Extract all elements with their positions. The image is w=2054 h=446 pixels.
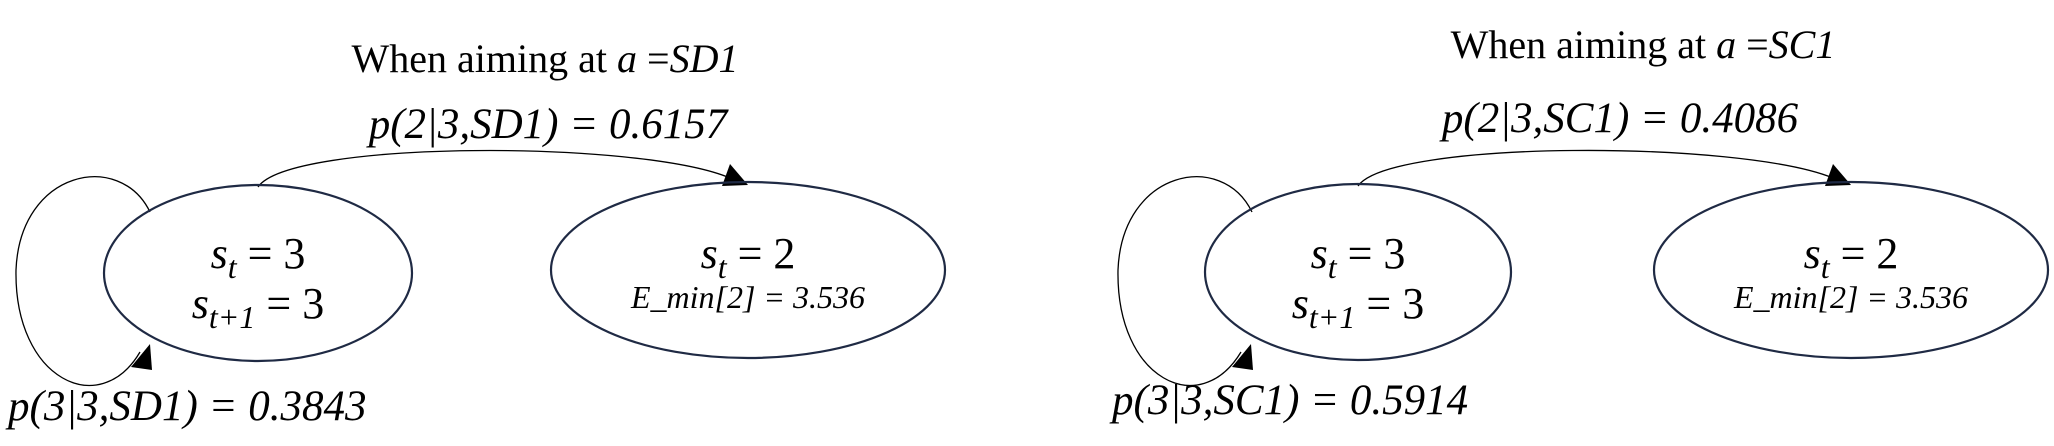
state-node-2-emin: E_min[2] = 3.536 (1733, 279, 1968, 315)
state-node-2-line1: st = 2 (1804, 229, 1899, 285)
forward-transition-probability: p(2|3,SD1) = 0.6157 (366, 101, 729, 148)
self-loop-edge (15, 176, 151, 386)
forward-arrowhead (722, 164, 748, 186)
state-node-2 (1652, 180, 2050, 360)
diagram-sd1: When aiming at a =SD1 p(2|3,SD1) = 0.615… (5, 36, 947, 430)
state-node-3-line1: st = 3 (1311, 229, 1406, 285)
state-node-3 (1203, 182, 1513, 362)
diagram-sc1: When aiming at a =SC1 p(2|3,SC1) = 0.408… (1109, 22, 2050, 424)
state-node-2-emin: E_min[2] = 3.536 (630, 279, 865, 315)
forward-transition-edge (1357, 149, 1834, 187)
diagram-title: When aiming at a =SD1 (352, 36, 739, 81)
forward-arrowhead (1825, 164, 1851, 186)
state-node-3 (102, 183, 414, 363)
diagram-title: When aiming at a =SC1 (1451, 22, 1836, 67)
self-transition-probability: p(3|3,SD1) = 0.3843 (5, 383, 367, 430)
self-loop-arrowhead (1232, 344, 1253, 370)
self-transition-probability: p(3|3,SC1) = 0.5914 (1109, 377, 1468, 424)
forward-transition-probability: p(2|3,SC1) = 0.4086 (1439, 95, 1799, 142)
state-node-3-line2: st+1 = 3 (192, 279, 324, 335)
state-node-3-line1: st = 3 (211, 229, 306, 285)
state-node-3-line2: st+1 = 3 (1292, 279, 1424, 335)
state-node-2 (549, 180, 947, 360)
self-loop-edge (1117, 176, 1253, 386)
state-node-2-line1: st = 2 (701, 229, 796, 285)
self-loop-arrowhead (131, 344, 152, 370)
forward-transition-edge (257, 149, 731, 188)
